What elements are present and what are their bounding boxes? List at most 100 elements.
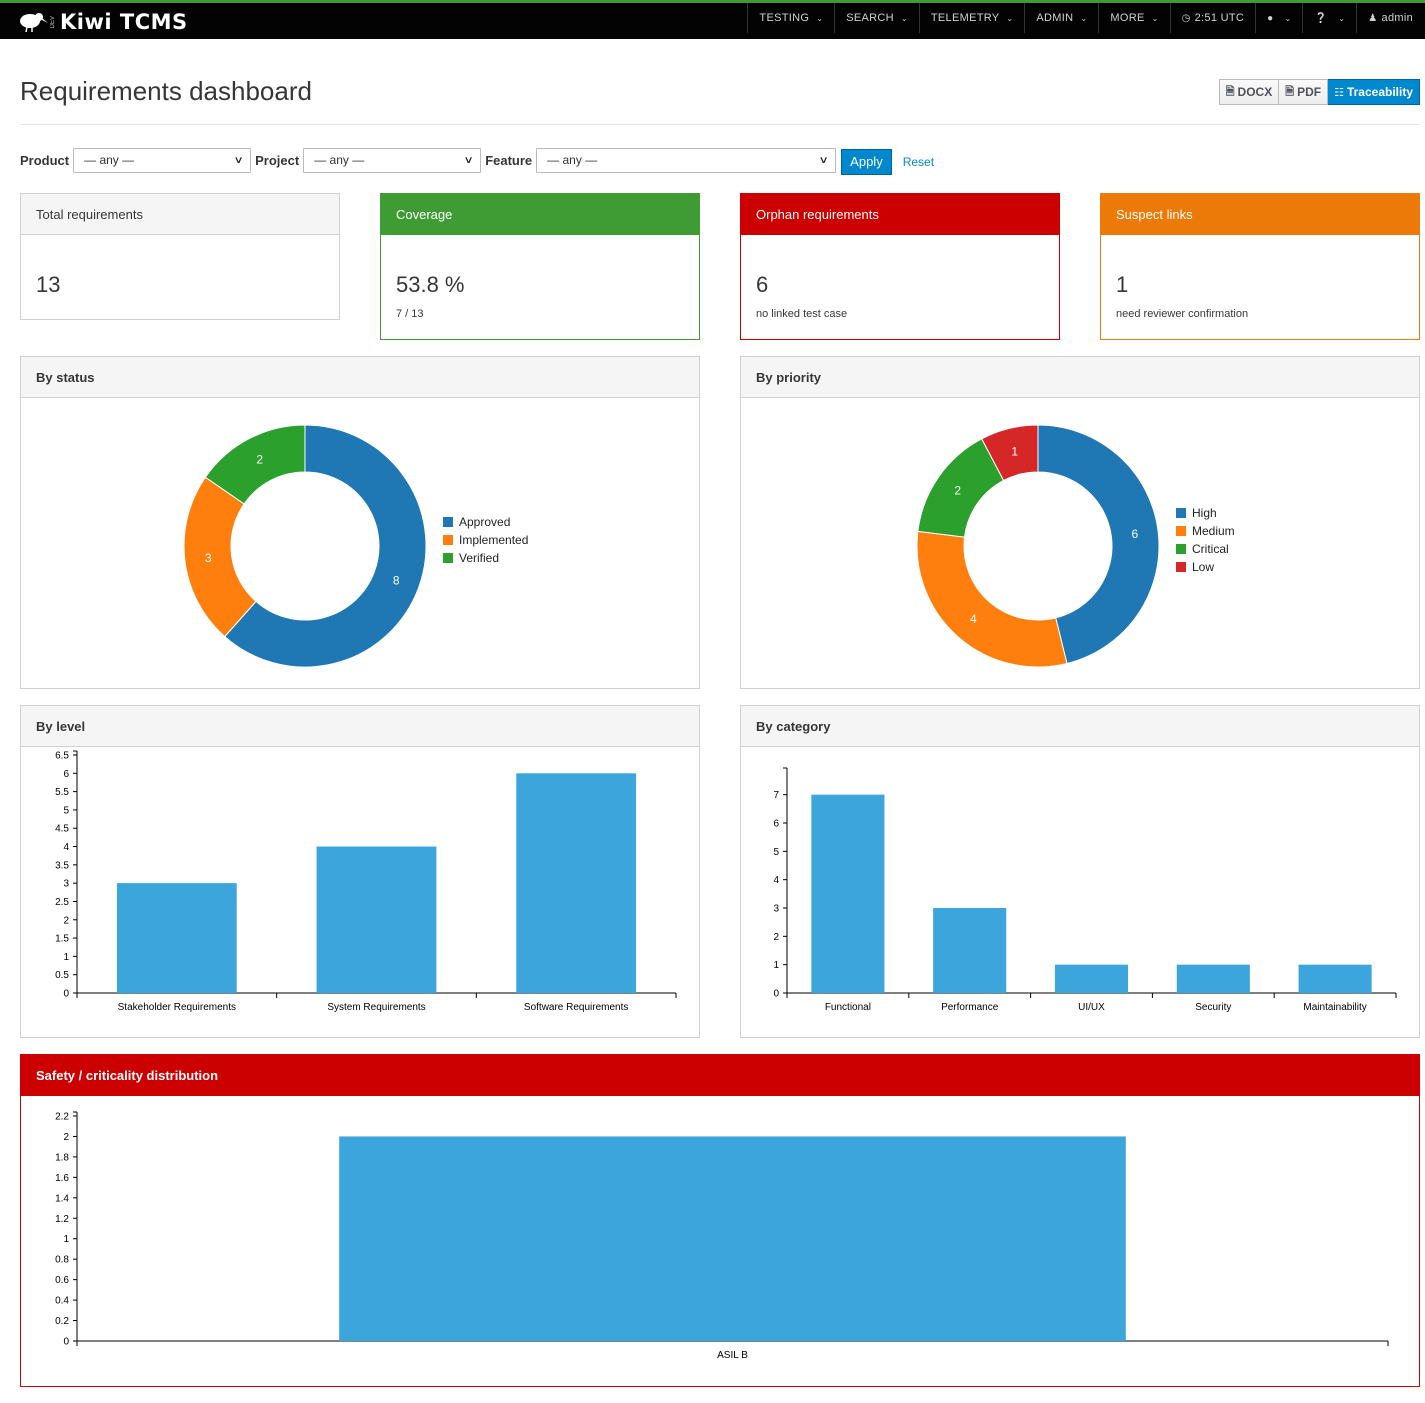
navbar-accent-line: [0, 0, 1425, 3]
donut-slice-high[interactable]: [1037, 424, 1160, 665]
y-tick-label: 3: [63, 879, 69, 890]
y-tick-label: 1.2: [55, 1214, 69, 1225]
coverage-sub: 7 / 13: [396, 308, 424, 320]
bar-security[interactable]: [1176, 964, 1250, 993]
traceability-button[interactable]: ☷ Traceability: [1328, 79, 1420, 105]
status-legend: Approved Implemented Verified: [443, 513, 528, 567]
file-pdf-icon: 🗎: [1285, 85, 1295, 98]
by-priority-card: By priority 6 4 2 1 High Medium Critical Lo…: [740, 356, 1420, 689]
safety-bar-chart: 0 0.2 0.4 0.6 0.8 1 1.2 1.4 1.6 1.8 2 2.2 ASIL B: [55, 1111, 1389, 1361]
x-tick-label: UI/UX: [1078, 1002, 1105, 1013]
y-tick-label: 0: [63, 989, 69, 1000]
legend-label: High: [1192, 506, 1217, 520]
x-tick-label: System Requirements: [327, 1002, 425, 1013]
feature-label: Feature: [485, 152, 533, 168]
card-title: Safety / criticality distribution: [21, 1055, 1419, 1096]
x-tick-label: Maintainability: [1303, 1002, 1366, 1013]
legend-label: Low: [1192, 560, 1215, 574]
bar-stakeholder-requirements[interactable]: [116, 883, 237, 993]
nav-user[interactable]: ♟ admin: [1356, 3, 1425, 33]
y-tick-label: 3: [773, 904, 779, 915]
legend-swatch: [443, 535, 453, 545]
card-title: By status: [21, 357, 699, 398]
legend-item: Approved: [443, 513, 528, 531]
nav-label: TESTING: [759, 12, 810, 24]
slice-value-label: 6: [1131, 527, 1138, 541]
nav-telemetry[interactable]: TELEMETRY ⌄: [918, 3, 1025, 33]
y-tick-label: 4.5: [55, 824, 69, 835]
export-button-group: 🗎 DOCX 🗎 PDF ☷ Traceability: [1218, 79, 1420, 105]
legend-item: Critical: [1176, 540, 1235, 558]
donut-slice-verified[interactable]: [204, 424, 306, 505]
legend-item: Verified: [443, 549, 528, 567]
chevron-down-icon: ∨: [818, 154, 829, 166]
by-level-card: By level 0 0.5 1 1.5 2 2.5 3 3.5 4 4.5 5 5.5 6 6.5 Sta…: [20, 705, 700, 1038]
orphan-value: 6: [756, 272, 769, 297]
coverage-value: 53.8 %: [396, 272, 465, 297]
export-pdf-button[interactable]: 🗎 PDF: [1279, 79, 1329, 105]
bar-ui-ux[interactable]: [1054, 964, 1129, 993]
pdf-label: PDF: [1297, 85, 1322, 99]
y-tick-label: 2: [63, 1132, 69, 1143]
legend-swatch: [443, 517, 453, 527]
product-label: Product: [20, 152, 70, 168]
export-docx-button[interactable]: 🗎 DOCX: [1218, 79, 1280, 105]
nav-admin[interactable]: ADMIN ⌄: [1024, 3, 1098, 33]
y-tick-label: 6: [773, 819, 779, 830]
project-label: Project: [255, 152, 300, 168]
nav-more[interactable]: MORE ⌄: [1098, 3, 1169, 33]
sitemap-icon: ☷: [1334, 86, 1344, 99]
legend-item: Low: [1176, 558, 1235, 576]
chevron-down-icon: ⌄: [1338, 13, 1346, 23]
bar-software-requirements[interactable]: [516, 773, 637, 993]
donut-slice-implemented[interactable]: [183, 476, 257, 638]
bar-performance[interactable]: [933, 908, 1007, 993]
y-tick-label: 1.6: [55, 1173, 69, 1184]
donut-slice-low[interactable]: [981, 424, 1039, 482]
y-tick-label: 0.4: [55, 1296, 69, 1307]
y-tick-label: 1: [773, 960, 779, 971]
project-select[interactable]: — any — ∨: [303, 147, 482, 173]
feature-select[interactable]: — any — ∨: [536, 147, 837, 173]
card-title: By level: [21, 706, 699, 747]
traceability-label: Traceability: [1346, 85, 1413, 99]
product-select[interactable]: — any — ∨: [73, 147, 252, 173]
by-category-card: By category 0 1 2 3 4 5 6 7 Functional Performanc…: [740, 705, 1420, 1038]
user-icon: ♟: [1368, 12, 1378, 24]
chevron-down-icon: ⌄: [900, 13, 908, 23]
donut-slice-approved[interactable]: [224, 424, 427, 668]
nav-search[interactable]: SEARCH ⌄: [834, 3, 919, 33]
reset-link[interactable]: Reset: [902, 154, 935, 169]
brand-logo[interactable]: DEV Kiwi TCMS: [18, 8, 188, 36]
card-title: Suspect links: [1101, 194, 1419, 235]
by-status-card: By status 8 3 2 Approved Implemented Verif…: [20, 356, 700, 689]
apply-button[interactable]: Apply: [841, 148, 892, 175]
docx-label: DOCX: [1237, 85, 1273, 99]
nav-testing[interactable]: TESTING ⌄: [747, 3, 834, 33]
bar-maintainability[interactable]: [1298, 964, 1372, 993]
nav-help[interactable]: ❔ ⌄: [1302, 3, 1356, 33]
slice-value-label: 1: [1011, 444, 1018, 458]
orphan-requirements-card: Orphan requirements 6 no linked test cas…: [740, 193, 1060, 340]
legend-label: Verified: [459, 551, 500, 565]
suspect-value: 1: [1116, 272, 1129, 297]
donut-slice-medium[interactable]: [916, 530, 1068, 668]
legend-item: Medium: [1176, 522, 1235, 540]
suspect-sub: need reviewer confirmation: [1116, 308, 1249, 320]
chevron-down-icon: ⌄: [1080, 13, 1088, 23]
feature-value: — any —: [547, 153, 598, 167]
legend-item: High: [1176, 504, 1235, 522]
y-tick-label: 4: [63, 842, 69, 853]
legend-swatch: [1176, 508, 1186, 518]
bar-asil-b[interactable]: [339, 1136, 1126, 1341]
priority-legend: High Medium Critical Low: [1176, 504, 1235, 576]
y-tick-label: 2.2: [55, 1112, 69, 1123]
nav-label: TELEMETRY: [930, 12, 1000, 24]
nav-language[interactable]: ● ⌄: [1255, 3, 1302, 33]
bar-functional[interactable]: [811, 794, 885, 993]
clock-text: 2:51 UTC: [1194, 12, 1245, 24]
y-tick-label: 7: [773, 790, 779, 801]
nav-clock[interactable]: ◷ 2:51 UTC: [1169, 3, 1256, 33]
y-tick-label: 0.5: [55, 970, 69, 981]
bar-system-requirements[interactable]: [316, 846, 437, 993]
